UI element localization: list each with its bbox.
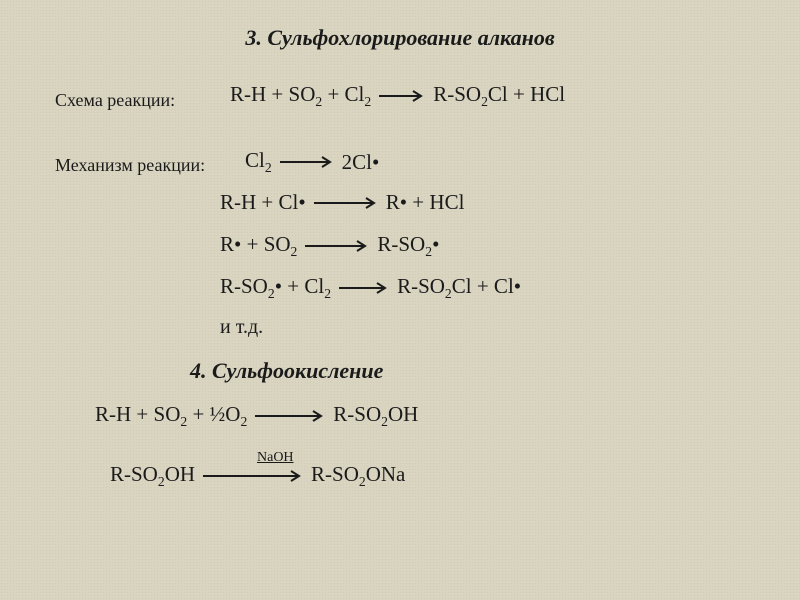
mech-step-1: Cl2 2Cl• bbox=[245, 148, 379, 176]
mech4-lhs: R-SO2• + Cl2 bbox=[220, 274, 331, 302]
mechanism-label: Механизм реакции: bbox=[55, 155, 205, 176]
arrow-icon bbox=[305, 239, 369, 253]
arrow-icon bbox=[339, 281, 389, 295]
arrow-icon bbox=[314, 196, 378, 210]
mech1-lhs: Cl2 bbox=[245, 148, 272, 176]
eq2-rhs: R-SO2ONa bbox=[311, 462, 405, 490]
mech-step-3: R• + SO2 R-SO2• bbox=[220, 232, 439, 260]
sulfoox-eq2: R-SO2OH R-SO2ONa bbox=[110, 462, 405, 490]
scheme-rhs: R-SO2Cl + HCl bbox=[433, 82, 565, 110]
scheme-label: Схема реакции: bbox=[55, 90, 175, 111]
arrow-icon bbox=[280, 155, 334, 169]
mech4-rhs: R-SO2Cl + Cl• bbox=[397, 274, 521, 302]
mech1-rhs: 2Cl• bbox=[342, 150, 380, 175]
etc-text: и т.д. bbox=[220, 316, 263, 339]
mech3-rhs: R-SO2• bbox=[377, 232, 439, 260]
scheme-lhs: R-H + SO2 + Cl2 bbox=[230, 82, 371, 110]
mech-step-2: R-H + Cl• R• + HCl bbox=[220, 190, 464, 215]
eq1-rhs: R-SO2OH bbox=[333, 402, 418, 430]
arrow-icon bbox=[203, 469, 303, 483]
arrow-icon bbox=[255, 409, 325, 423]
eq2-lhs: R-SO2OH bbox=[110, 462, 195, 490]
eq1-lhs: R-H + SO2 + ½O2 bbox=[95, 402, 247, 430]
page-title: 3. Сульфохлорирование алканов bbox=[0, 25, 800, 51]
arrow-icon bbox=[379, 89, 425, 103]
mech-step-4: R-SO2• + Cl2 R-SO2Cl + Cl• bbox=[220, 274, 521, 302]
mech-etc: и т.д. bbox=[220, 316, 263, 339]
scheme-equation: R-H + SO2 + Cl2 R-SO2Cl + HCl bbox=[230, 82, 565, 110]
sulfoox-eq1: R-H + SO2 + ½O2 R-SO2OH bbox=[95, 402, 418, 430]
mech2-lhs: R-H + Cl• bbox=[220, 190, 306, 215]
mech3-lhs: R• + SO2 bbox=[220, 232, 297, 260]
section2-title: 4. Сульфоокисление bbox=[190, 358, 383, 384]
mech2-rhs: R• + HCl bbox=[386, 190, 465, 215]
